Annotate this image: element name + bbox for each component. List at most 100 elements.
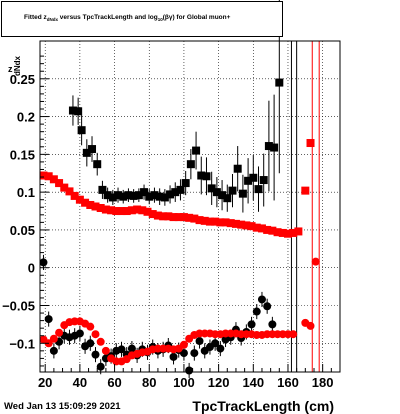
data-point-square [107, 206, 116, 215]
x-tick-label: 60 [107, 375, 121, 390]
data-point-square [49, 175, 58, 184]
x-tick-label: 160 [277, 375, 299, 390]
y-tick-label: 0.15 [10, 147, 35, 162]
title-box: Fitted zdNdx versus TpcTrackLength and l… [1, 1, 283, 37]
data-point-square [91, 202, 100, 211]
x-axis-label: TpcTrackLength (cm) [192, 398, 334, 414]
data-point-circle [86, 339, 95, 348]
y-tick-label: 0.25 [10, 72, 35, 87]
data-point-circle [289, 330, 298, 339]
data-point-square [202, 172, 211, 181]
data-point-square [124, 191, 133, 200]
data-point-square [181, 179, 190, 188]
data-point-square [216, 218, 225, 227]
data-point-circle [55, 328, 64, 337]
data-point-square [98, 185, 107, 194]
data-point-circle [49, 334, 58, 343]
data-point-square [237, 220, 246, 229]
data-point-square [39, 171, 48, 180]
data-point-square [233, 164, 242, 173]
data-point-circle [91, 350, 100, 359]
data-point-circle [179, 340, 188, 349]
data-point-circle [195, 337, 204, 346]
data-point-square [190, 214, 199, 223]
x-tick-label: 180 [312, 375, 334, 390]
data-point-square [150, 191, 159, 200]
data-point-square [176, 185, 185, 194]
data-point-square [226, 219, 235, 228]
data-point-square [252, 223, 261, 232]
x-tick-label: 20 [38, 375, 52, 390]
data-point-square [145, 192, 154, 201]
data-point-square [259, 176, 268, 185]
data-point-square [108, 193, 117, 202]
data-point-square [185, 213, 194, 222]
data-point-square [133, 205, 142, 214]
data-point-square [179, 213, 188, 222]
data-point-square [218, 191, 227, 200]
data-point-square [114, 191, 123, 200]
data-point-square [221, 218, 230, 227]
data-point-square [207, 184, 216, 193]
data-point-square [289, 228, 298, 237]
data-point-square [101, 205, 110, 214]
data-point-square [74, 107, 83, 116]
data-point-square [119, 192, 128, 201]
y-axis-label-symbol: z [8, 64, 13, 74]
data-point-square [143, 207, 152, 216]
data-point-square [82, 148, 91, 157]
data-point-square [112, 207, 121, 216]
data-point-square [164, 212, 173, 221]
data-point-circle [49, 346, 58, 355]
data-point-circle [169, 352, 178, 361]
data-point-circle [252, 307, 261, 316]
data-point-square [44, 172, 53, 181]
x-tick-label: 140 [242, 375, 264, 390]
data-point-square [270, 143, 279, 152]
data-points [39, 0, 320, 379]
data-point-circle [306, 321, 315, 330]
data-point-square [238, 189, 247, 198]
data-point-square [155, 192, 164, 201]
data-point-square [127, 206, 136, 215]
data-point-square [160, 193, 169, 202]
data-point-square [77, 126, 86, 135]
data-point-square [306, 139, 315, 148]
data-point-square [275, 78, 284, 87]
data-point-square [247, 222, 256, 231]
data-point-square [169, 213, 178, 222]
data-point-square [211, 217, 220, 226]
data-point-square [65, 187, 74, 196]
data-point-square [228, 186, 237, 195]
data-point-circle [96, 337, 105, 346]
data-point-square [159, 212, 168, 221]
data-point-circle [216, 344, 225, 353]
data-point-square [68, 106, 77, 115]
data-point-square [148, 210, 157, 219]
y-axis-label: dNdx [13, 55, 22, 76]
data-point-square [55, 179, 64, 188]
data-point-square [192, 146, 201, 155]
data-point-square [264, 142, 273, 151]
data-point-square [93, 160, 102, 169]
data-point-square [138, 206, 147, 215]
data-point-square [200, 216, 209, 225]
data-point-square [257, 224, 266, 233]
data-point-square [174, 213, 183, 222]
data-point-circle [268, 320, 277, 329]
data-point-square [254, 185, 263, 194]
data-point-circle [86, 322, 95, 331]
data-point-circle [117, 345, 126, 354]
data-point-circle [257, 295, 266, 304]
data-point-square [244, 176, 253, 185]
data-point-circle [190, 349, 199, 358]
data-point-square [129, 191, 138, 200]
data-point-square [268, 226, 277, 235]
data-point-square [171, 188, 180, 197]
data-point-square [86, 200, 95, 209]
axis-ticks [40, 55, 341, 372]
data-point-square [122, 207, 131, 216]
y-tick-label: 0.05 [10, 223, 35, 238]
data-point-square [249, 173, 258, 182]
data-point-square [186, 160, 195, 169]
